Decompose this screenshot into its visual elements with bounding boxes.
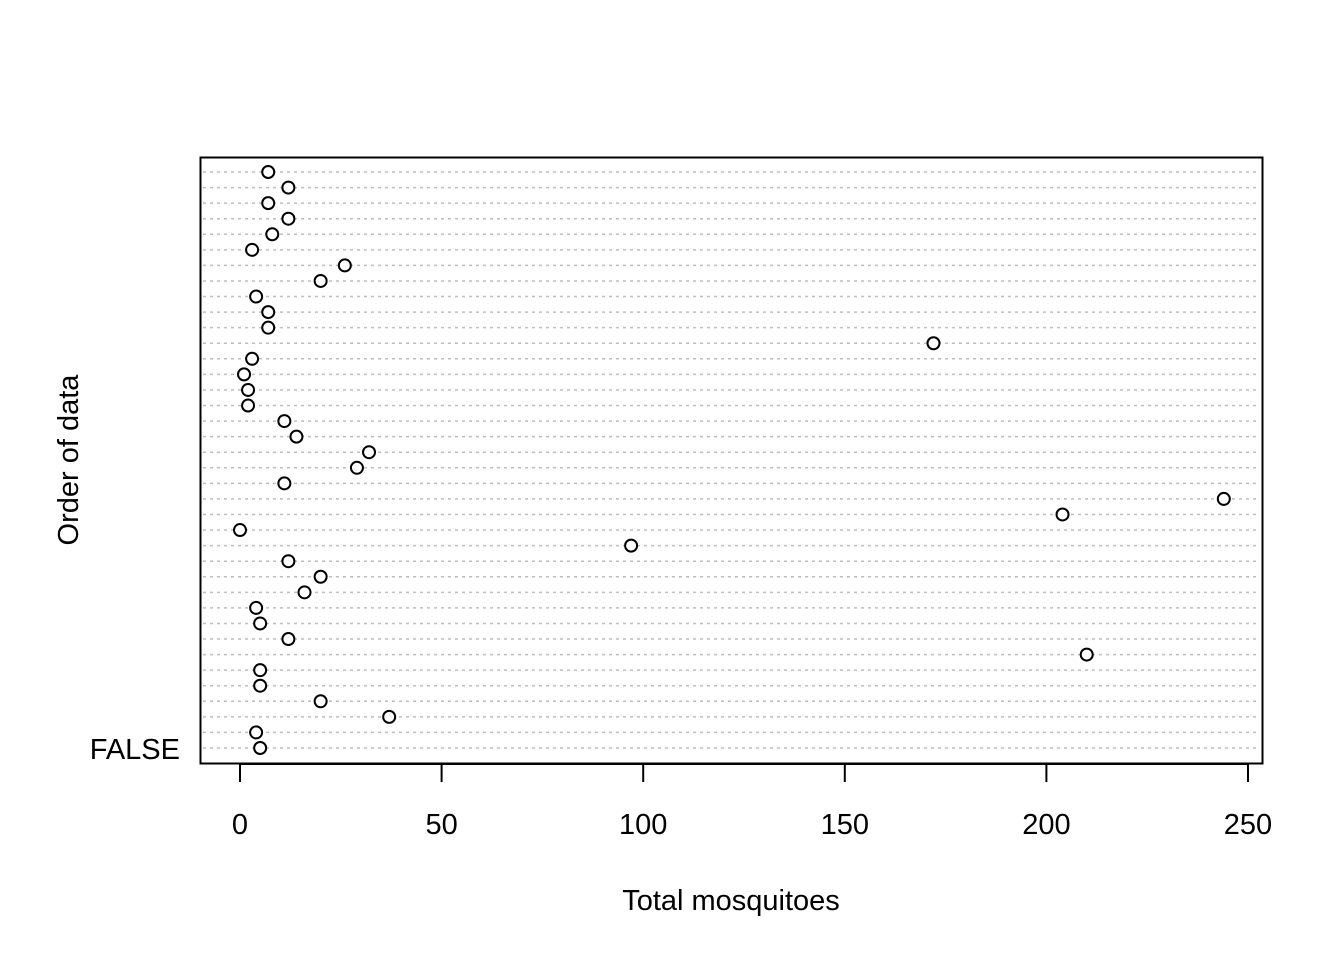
data-point [1216, 491, 1231, 506]
data-point [249, 725, 264, 740]
data-point [313, 694, 328, 709]
y-tick-labels: FALSE [90, 734, 180, 766]
plot-frame [199, 156, 1264, 765]
y-tick-label-false: FALSE [90, 734, 180, 766]
data-point [277, 414, 292, 429]
x-tick-label: 50 [425, 809, 457, 841]
data-point [281, 632, 296, 647]
y-axis-title: Order of data [53, 374, 85, 546]
x-tick-label: 200 [1022, 809, 1070, 841]
data-point [253, 678, 268, 693]
data-point [261, 320, 276, 335]
data-point [382, 709, 397, 724]
data-point [261, 165, 276, 179]
data-point [261, 305, 276, 320]
data-point [265, 227, 280, 242]
data-point [261, 196, 276, 211]
data-point [249, 289, 264, 304]
x-tick-label: 250 [1224, 809, 1272, 841]
data-point [277, 476, 292, 491]
data-point [253, 616, 268, 631]
data-point [281, 180, 296, 195]
gridlines [203, 171, 1260, 749]
data-points [233, 165, 1231, 755]
data-point [1079, 647, 1094, 662]
data-point [241, 382, 256, 397]
data-point [297, 585, 312, 600]
data-point [253, 663, 268, 678]
data-point [281, 554, 296, 569]
x-tick-label: 0 [232, 809, 248, 841]
data-point [245, 351, 260, 366]
data-point [349, 460, 364, 475]
x-axis-title: Total mosquitoes [622, 885, 840, 917]
x-tick-label: 100 [619, 809, 667, 841]
x-axis: 0 50 100 150 200 250 [232, 763, 1272, 841]
data-point [1055, 507, 1070, 522]
data-point [241, 398, 256, 413]
data-point [289, 429, 304, 444]
data-point [245, 242, 260, 257]
data-point [249, 600, 264, 615]
data-point [624, 538, 639, 553]
data-point [313, 569, 328, 584]
data-point [281, 211, 296, 226]
data-point [926, 336, 941, 351]
x-tick-label: 150 [821, 809, 869, 841]
data-point [233, 523, 247, 538]
data-point [362, 445, 377, 460]
data-point [337, 258, 352, 273]
data-point [237, 367, 252, 382]
data-point [313, 273, 328, 288]
data-point [253, 741, 268, 755]
